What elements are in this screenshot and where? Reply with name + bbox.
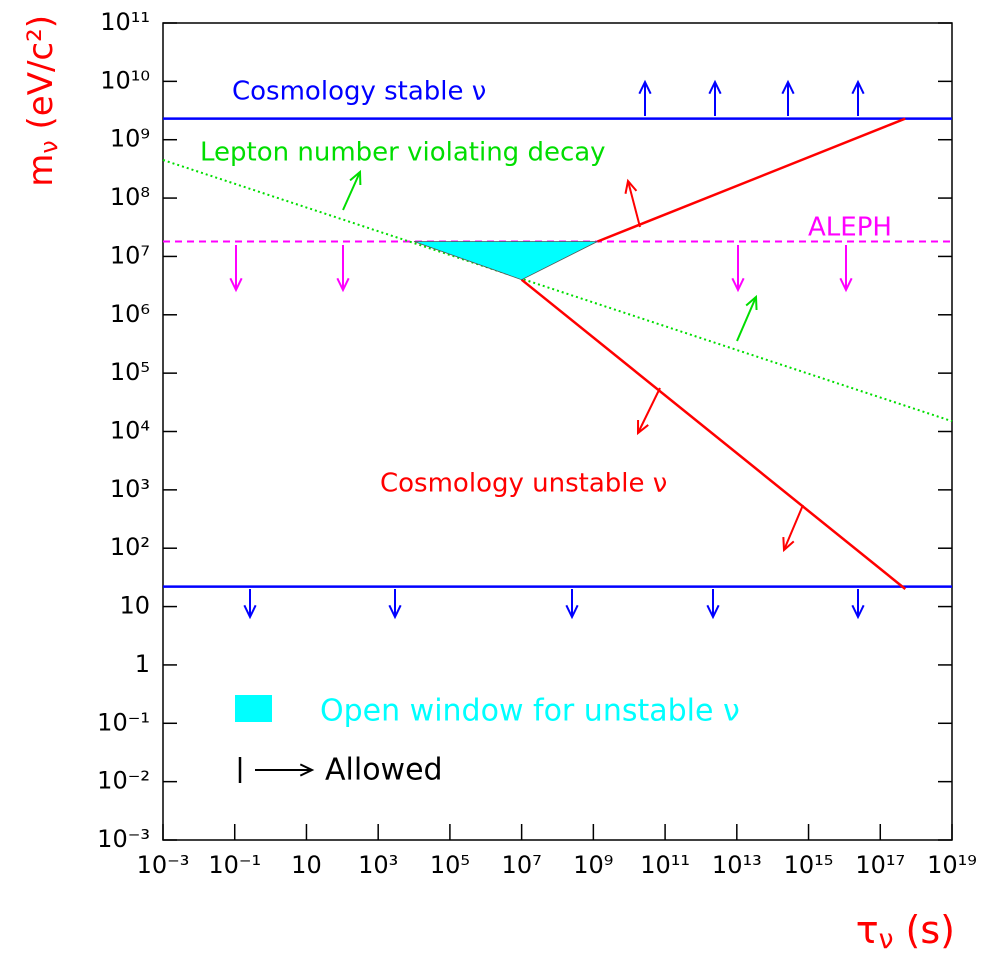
x-tick-label: 10⁻¹	[208, 851, 261, 879]
arrow	[243, 589, 257, 620]
arrow-head	[851, 79, 865, 95]
y-tick-label: 10⁻³	[97, 825, 150, 853]
series-line	[597, 117, 906, 243]
arrow	[624, 178, 641, 228]
y-tick-label: 1	[135, 650, 150, 678]
y-tick-label: 10²	[110, 533, 150, 561]
arrow	[255, 763, 315, 777]
x-tick-label: 10⁻³	[137, 851, 190, 879]
arrow-head	[388, 604, 402, 620]
arrow	[839, 245, 853, 293]
arrow-shaft	[783, 504, 804, 551]
y-tick-label: 10³	[110, 475, 150, 503]
arrow-head	[336, 277, 350, 293]
series-label: Cosmology unstable ν	[380, 469, 667, 499]
arrow-head	[839, 277, 853, 293]
arrow-head	[782, 536, 795, 553]
x-tick-label: 10³	[358, 851, 398, 879]
x-tick-label: 10¹⁹	[927, 851, 977, 879]
arrow	[782, 504, 804, 553]
legend-swatch	[235, 695, 272, 722]
series-label: Open window for unstable ν	[320, 694, 740, 729]
arrow	[706, 589, 720, 620]
arrow	[229, 245, 243, 293]
arrow-head	[638, 79, 652, 95]
arrow	[565, 589, 579, 620]
x-tick-label: 10⁹	[573, 851, 613, 879]
arrow-head	[624, 178, 638, 194]
arrow	[736, 294, 758, 342]
arrow-head	[636, 419, 649, 436]
arrow	[336, 245, 350, 293]
y-tick-label: 10¹⁰	[100, 66, 150, 94]
y-tick-label: 10⁻¹	[97, 708, 150, 736]
series-line	[162, 159, 953, 423]
y-tick-label: 10⁴	[110, 417, 150, 445]
y-tick-label: 10¹¹	[100, 8, 150, 36]
arrow	[708, 79, 722, 116]
y-tick-label: 10⁻²	[97, 767, 150, 795]
y-tick-label: 10⁶	[110, 300, 150, 328]
x-tick-label: 10¹⁵	[784, 851, 834, 879]
arrow	[781, 79, 795, 116]
arrow	[636, 387, 661, 436]
y-axis-title: mν (eV/c²)	[21, 15, 63, 187]
x-tick-label: 10⁷	[502, 851, 542, 879]
arrow-head	[851, 604, 865, 620]
arrow-head	[299, 763, 315, 777]
x-tick-label: 10⁵	[430, 851, 470, 879]
arrow-head	[745, 294, 758, 311]
y-tick-label: 10⁷	[110, 241, 150, 269]
series-label: ALEPH	[808, 213, 892, 243]
x-tick-label: 10	[291, 851, 322, 879]
x-tick-label: 10¹¹	[640, 851, 690, 879]
arrow-head	[708, 79, 722, 95]
arrow-shaft	[736, 296, 757, 342]
allowed-label: Allowed	[325, 753, 443, 788]
arrow-shaft	[637, 387, 661, 434]
open-window-area	[413, 241, 598, 281]
y-tick-label: 10⁸	[110, 183, 150, 211]
arrow-head	[243, 604, 257, 620]
x-tick-label: 10¹⁷	[855, 851, 905, 879]
arrow-head	[349, 169, 362, 186]
y-tick-label: 10⁹	[110, 125, 150, 153]
series-label: Cosmology stable ν	[232, 77, 486, 107]
plot-frame	[162, 22, 953, 841]
arrow-shaft	[342, 171, 361, 211]
series-label: Lepton number violating decay	[200, 138, 606, 168]
arrow-head	[731, 277, 745, 293]
arrow	[388, 589, 402, 620]
series-line	[520, 278, 907, 590]
arrow	[342, 169, 362, 211]
arrow-head	[781, 79, 795, 95]
arrow-shaft	[627, 180, 641, 228]
y-tick-label: 10	[119, 592, 150, 620]
arrow-head	[229, 277, 243, 293]
arrow	[731, 245, 745, 293]
arrow-head	[565, 604, 579, 620]
x-axis-title: τν (s)	[856, 908, 955, 955]
arrow-head	[706, 604, 720, 620]
x-tick-label: 10¹³	[712, 851, 762, 879]
arrow	[851, 589, 865, 620]
arrow	[638, 79, 652, 116]
y-tick-label: 10⁵	[110, 358, 150, 386]
arrow	[851, 79, 865, 116]
